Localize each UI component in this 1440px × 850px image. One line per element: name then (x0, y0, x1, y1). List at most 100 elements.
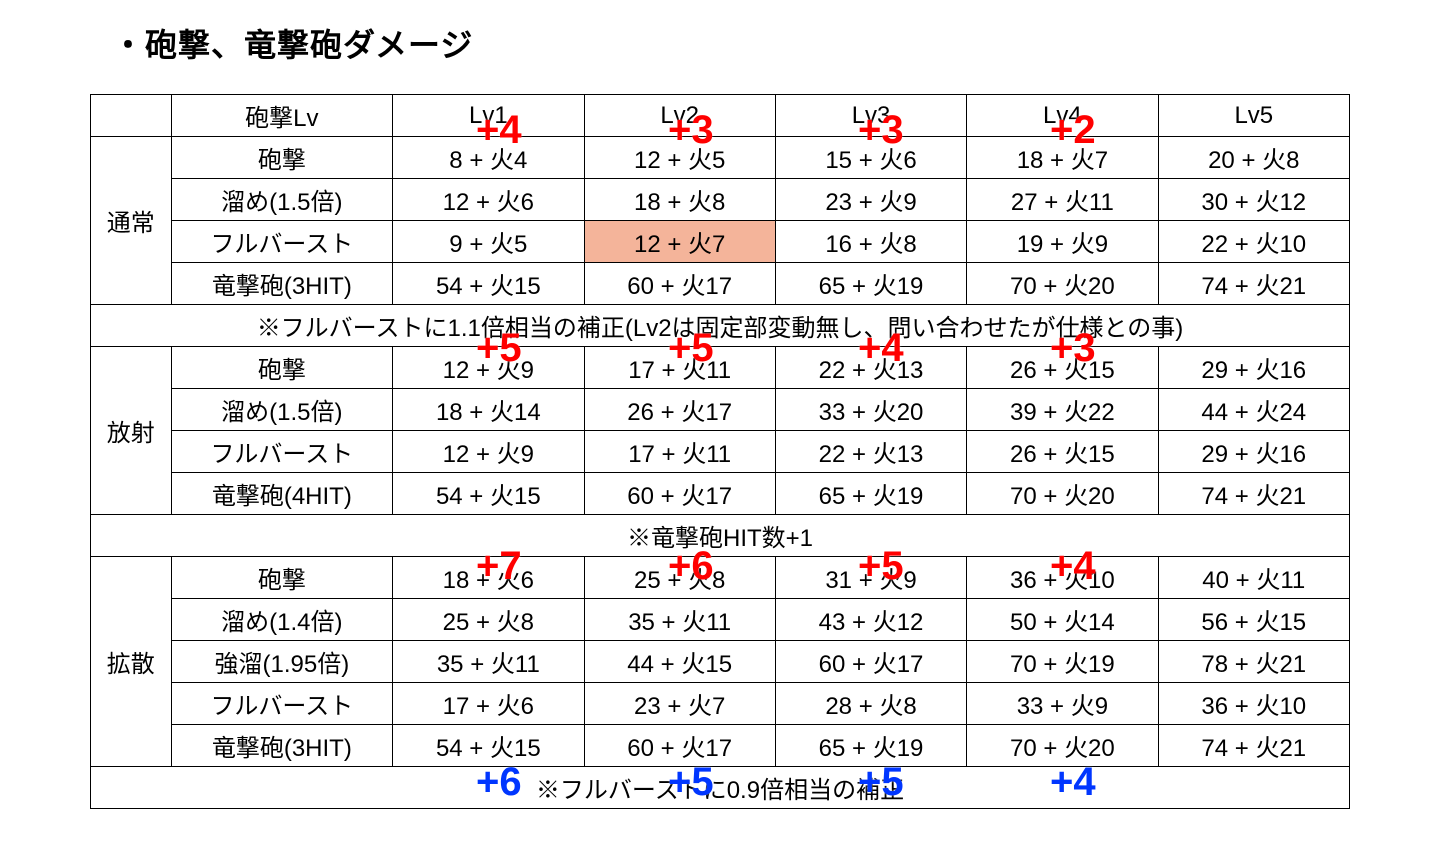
cell: 20 + 火8 (1158, 137, 1349, 179)
cell: 65 + 火19 (775, 263, 966, 305)
table-header-row: 砲撃Lv Lv1 Lv2 Lv3 Lv4 Lv5 (91, 95, 1350, 137)
cell: 18 + 火8 (584, 179, 775, 221)
cell: 17 + 火11 (584, 347, 775, 389)
cell: 54 + 火15 (393, 263, 584, 305)
table-row: 放射 砲撃 12 + 火9 17 + 火11 22 + 火13 26 + 火15… (91, 347, 1350, 389)
cell: 65 + 火19 (775, 473, 966, 515)
header-lv3: Lv3 (775, 95, 966, 137)
table-row: フルバースト 17 + 火6 23 + 火7 28 + 火8 33 + 火9 3… (91, 683, 1350, 725)
cell: 25 + 火8 (393, 599, 584, 641)
cell: 56 + 火15 (1158, 599, 1349, 641)
table-row: 通常 砲撃 8 + 火4 12 + 火5 15 + 火6 18 + 火7 20 … (91, 137, 1350, 179)
cell: 29 + 火16 (1158, 347, 1349, 389)
table-row: フルバースト 12 + 火9 17 + 火11 22 + 火13 26 + 火1… (91, 431, 1350, 473)
row-label: 竜撃砲(4HIT) (171, 473, 393, 515)
cell: 78 + 火21 (1158, 641, 1349, 683)
cell: 54 + 火15 (393, 473, 584, 515)
cell: 29 + 火16 (1158, 431, 1349, 473)
row-label: フルバースト (171, 683, 393, 725)
cell: 12 + 火9 (393, 347, 584, 389)
cell: 39 + 火22 (967, 389, 1158, 431)
row-label: 砲撃 (171, 557, 393, 599)
table-row: フルバースト 9 + 火5 12 + 火7 16 + 火8 19 + 火9 22… (91, 221, 1350, 263)
cell: 74 + 火21 (1158, 263, 1349, 305)
note-row: ※フルバーストに0.9倍相当の補正 (91, 767, 1350, 809)
group-label-radial: 放射 (91, 347, 172, 515)
cell: 31 + 火9 (775, 557, 966, 599)
cell: 50 + 火14 (967, 599, 1158, 641)
cell: 22 + 火10 (1158, 221, 1349, 263)
cell: 12 + 火9 (393, 431, 584, 473)
cell: 36 + 火10 (967, 557, 1158, 599)
cell: 43 + 火12 (775, 599, 966, 641)
cell: 17 + 火11 (584, 431, 775, 473)
cell: 40 + 火11 (1158, 557, 1349, 599)
group-note-normal: ※フルバーストに1.1倍相当の補正(Lv2は固定部変動無し、問い合わせたが仕様と… (91, 305, 1350, 347)
group-note-radial: ※竜撃砲HIT数+1 (91, 515, 1350, 557)
cell: 70 + 火20 (967, 725, 1158, 767)
cell: 60 + 火17 (584, 473, 775, 515)
cell: 23 + 火7 (584, 683, 775, 725)
row-label: フルバースト (171, 221, 393, 263)
note-row: ※竜撃砲HIT数+1 (91, 515, 1350, 557)
cell: 54 + 火15 (393, 725, 584, 767)
cell: 25 + 火8 (584, 557, 775, 599)
cell: 17 + 火6 (393, 683, 584, 725)
cell: 65 + 火19 (775, 725, 966, 767)
header-label: 砲撃Lv (171, 95, 393, 137)
cell: 70 + 火20 (967, 263, 1158, 305)
row-label: 竜撃砲(3HIT) (171, 263, 393, 305)
row-label: 溜め(1.4倍) (171, 599, 393, 641)
note-row: ※フルバーストに1.1倍相当の補正(Lv2は固定部変動無し、問い合わせたが仕様と… (91, 305, 1350, 347)
cell-highlight: 12 + 火7 (584, 221, 775, 263)
cell: 44 + 火24 (1158, 389, 1349, 431)
header-lv4: Lv4 (967, 95, 1158, 137)
cell: 44 + 火15 (584, 641, 775, 683)
table-row: 強溜(1.95倍) 35 + 火11 44 + 火15 60 + 火17 70 … (91, 641, 1350, 683)
cell: 74 + 火21 (1158, 473, 1349, 515)
row-label: 砲撃 (171, 137, 393, 179)
damage-table: 砲撃Lv Lv1 Lv2 Lv3 Lv4 Lv5 通常 砲撃 8 + 火4 12… (90, 94, 1350, 809)
cell: 18 + 火14 (393, 389, 584, 431)
cell: 16 + 火8 (775, 221, 966, 263)
row-label: 溜め(1.5倍) (171, 179, 393, 221)
section-title: ・砲撃、竜撃砲ダメージ (112, 20, 1350, 66)
group-note-spread: ※フルバーストに0.9倍相当の補正 (91, 767, 1350, 809)
table-row: 竜撃砲(3HIT) 54 + 火15 60 + 火17 65 + 火19 70 … (91, 263, 1350, 305)
cell: 74 + 火21 (1158, 725, 1349, 767)
cell: 60 + 火17 (584, 263, 775, 305)
cell: 8 + 火4 (393, 137, 584, 179)
page-root: ・砲撃、竜撃砲ダメージ 砲撃Lv Lv1 Lv2 Lv3 Lv4 Lv5 通常 … (0, 0, 1440, 850)
cell: 15 + 火6 (775, 137, 966, 179)
header-blank (91, 95, 172, 137)
cell: 12 + 火6 (393, 179, 584, 221)
cell: 22 + 火13 (775, 431, 966, 473)
cell: 35 + 火11 (393, 641, 584, 683)
row-label: 強溜(1.95倍) (171, 641, 393, 683)
table-row: 溜め(1.5倍) 18 + 火14 26 + 火17 33 + 火20 39 +… (91, 389, 1350, 431)
table-row: 竜撃砲(3HIT) 54 + 火15 60 + 火17 65 + 火19 70 … (91, 725, 1350, 767)
cell: 22 + 火13 (775, 347, 966, 389)
cell: 26 + 火15 (967, 431, 1158, 473)
cell: 36 + 火10 (1158, 683, 1349, 725)
header-lv5: Lv5 (1158, 95, 1349, 137)
row-label: フルバースト (171, 431, 393, 473)
group-label-normal: 通常 (91, 137, 172, 305)
row-label: 竜撃砲(3HIT) (171, 725, 393, 767)
cell: 12 + 火5 (584, 137, 775, 179)
cell: 18 + 火6 (393, 557, 584, 599)
table-row: 溜め(1.4倍) 25 + 火8 35 + 火11 43 + 火12 50 + … (91, 599, 1350, 641)
table-row: 竜撃砲(4HIT) 54 + 火15 60 + 火17 65 + 火19 70 … (91, 473, 1350, 515)
cell: 26 + 火17 (584, 389, 775, 431)
row-label: 砲撃 (171, 347, 393, 389)
cell: 26 + 火15 (967, 347, 1158, 389)
cell: 28 + 火8 (775, 683, 966, 725)
cell: 35 + 火11 (584, 599, 775, 641)
cell: 19 + 火9 (967, 221, 1158, 263)
cell: 33 + 火20 (775, 389, 966, 431)
table-row: 拡散 砲撃 18 + 火6 25 + 火8 31 + 火9 36 + 火10 4… (91, 557, 1350, 599)
cell: 18 + 火7 (967, 137, 1158, 179)
cell: 70 + 火19 (967, 641, 1158, 683)
row-label: 溜め(1.5倍) (171, 389, 393, 431)
header-lv2: Lv2 (584, 95, 775, 137)
